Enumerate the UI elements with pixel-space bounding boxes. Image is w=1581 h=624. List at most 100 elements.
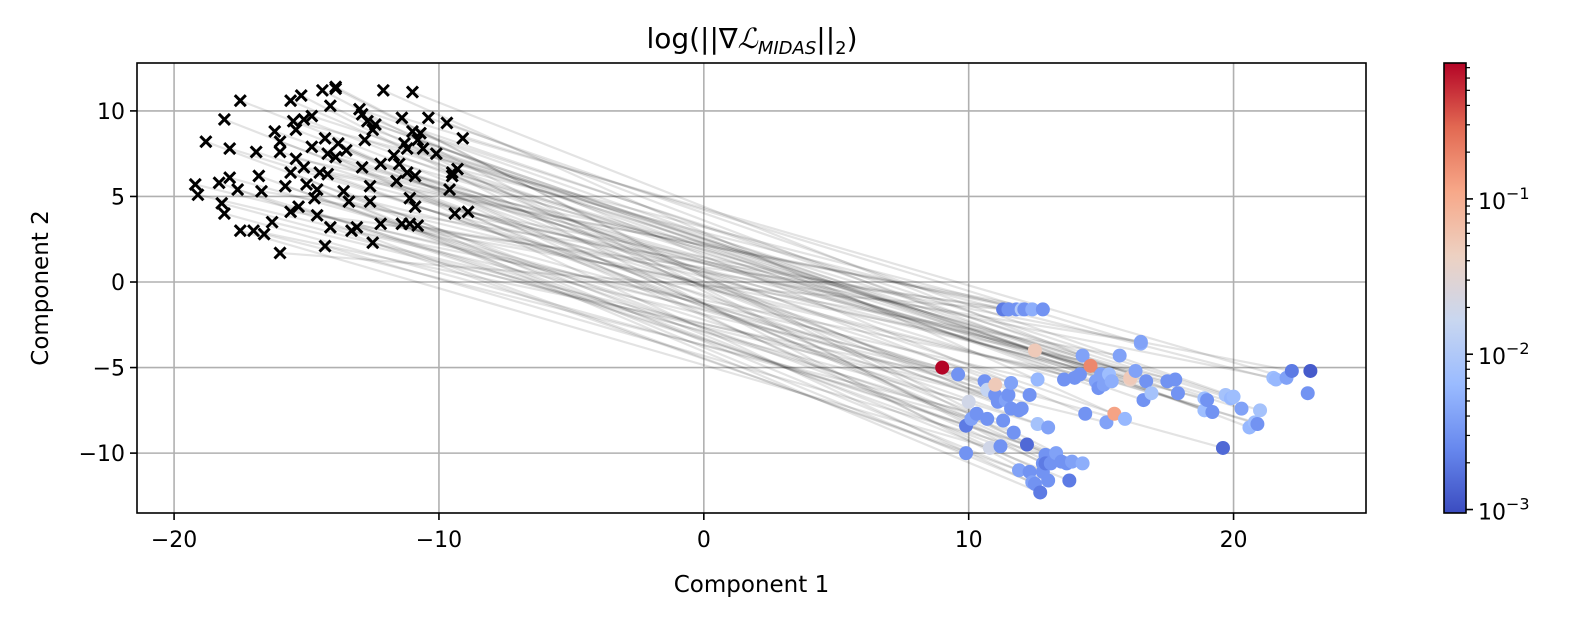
target-point: [1139, 374, 1154, 389]
source-point: [363, 195, 377, 209]
connection-line: [435, 152, 1242, 410]
connection-line: [343, 190, 1070, 482]
connection-line: [274, 130, 1009, 396]
y-tick-label: 0: [111, 271, 125, 296]
connection-line: [279, 251, 1009, 311]
colorbar-tick-base: 10: [1478, 501, 1506, 526]
y-tick-label: −10: [79, 442, 125, 467]
colorbar-tick-base: 10: [1478, 190, 1506, 215]
connection-line: [311, 145, 1036, 485]
source-point: [268, 124, 282, 139]
target-point: [951, 367, 966, 382]
connection-line: [380, 222, 1120, 357]
source-point: [374, 217, 388, 231]
source-point: [286, 114, 300, 128]
connection-line: [396, 179, 1131, 379]
target-point: [1226, 389, 1241, 404]
connection-line: [401, 222, 1142, 343]
target-point: [1030, 372, 1045, 387]
connection-line: [420, 132, 1226, 396]
target-point: [1043, 456, 1058, 471]
source-point: [297, 112, 311, 127]
connection-line: [417, 138, 1213, 414]
connection-line: [467, 210, 1293, 373]
target-point: [1253, 403, 1268, 418]
title-tail-sub: 2: [835, 38, 846, 59]
source-point: [233, 224, 247, 238]
connection-line: [335, 87, 1057, 455]
target-point: [1112, 348, 1127, 363]
target-point: [980, 411, 995, 426]
connection-line: [261, 190, 1004, 311]
target-point: [1014, 401, 1029, 416]
connection-line: [300, 94, 1031, 473]
target-point: [1107, 406, 1122, 421]
target-point: [993, 439, 1008, 454]
connection-line: [295, 157, 1025, 311]
plot-area-frame: [136, 62, 1367, 514]
colorbar-tick-exponent: −2: [1506, 339, 1530, 358]
connection-line: [279, 140, 1012, 410]
y-tick-label: −5: [93, 357, 125, 382]
connection-line: [218, 181, 967, 455]
connection-line: [412, 91, 1179, 395]
source-point: [299, 177, 314, 192]
target-point: [996, 413, 1011, 428]
connection-line: [255, 150, 999, 403]
connection-line: [306, 183, 1033, 484]
title-subscript: MIDAS: [758, 38, 816, 59]
colorbar-gradient: [1443, 62, 1467, 514]
x-tick-label: 20: [1220, 528, 1248, 553]
source-point: [400, 141, 414, 156]
connection-line: [382, 89, 1126, 420]
connection-line: [224, 118, 978, 415]
connection-line: [303, 166, 1033, 311]
target-point: [1072, 367, 1087, 382]
connection-line: [303, 118, 1031, 396]
connection-line: [454, 212, 1274, 379]
connection-line: [369, 200, 1105, 386]
target-point: [1030, 417, 1045, 432]
connection-line: [451, 174, 1258, 426]
source-point: [215, 196, 229, 210]
target-point: [959, 446, 974, 461]
source-point: [429, 147, 443, 161]
x-axis-label: Component 1: [674, 572, 829, 598]
target-point: [1019, 437, 1034, 452]
connection-line: [329, 104, 1052, 465]
connection-line: [290, 210, 1017, 311]
target-point: [1075, 456, 1090, 471]
source-point: [350, 220, 364, 234]
connection-line: [229, 176, 988, 391]
x-tick-label: 0: [697, 528, 711, 553]
source-point: [273, 135, 287, 149]
source-point: [278, 179, 292, 193]
connection-line: [345, 149, 1073, 463]
colorbar-tick-base: 10: [1478, 345, 1506, 370]
source-point: [257, 227, 271, 241]
x-tick-label: 10: [955, 528, 983, 553]
connection-line: [364, 138, 1097, 383]
connection-line: [327, 152, 1046, 465]
source-point: [321, 147, 335, 161]
source-point: [403, 191, 417, 205]
source-point: [363, 179, 377, 193]
connection-line: [195, 183, 943, 369]
connection-line: [229, 147, 985, 383]
source-point: [252, 169, 266, 183]
target-point: [1078, 406, 1093, 421]
x-tick-label: −10: [416, 528, 462, 553]
connection-line: [406, 171, 1152, 395]
source-point: [329, 150, 343, 164]
title-close: ): [847, 22, 858, 55]
target-point: [1001, 387, 1016, 402]
target-point: [1104, 374, 1119, 389]
y-tick-label: 5: [111, 185, 125, 210]
title-script: ℒ: [738, 22, 759, 55]
source-point: [329, 80, 343, 94]
connection-line: [337, 142, 1068, 465]
colorbar-tick-label: 10−2: [1478, 339, 1530, 370]
connection-line: [239, 229, 991, 450]
source-point: [461, 205, 475, 219]
